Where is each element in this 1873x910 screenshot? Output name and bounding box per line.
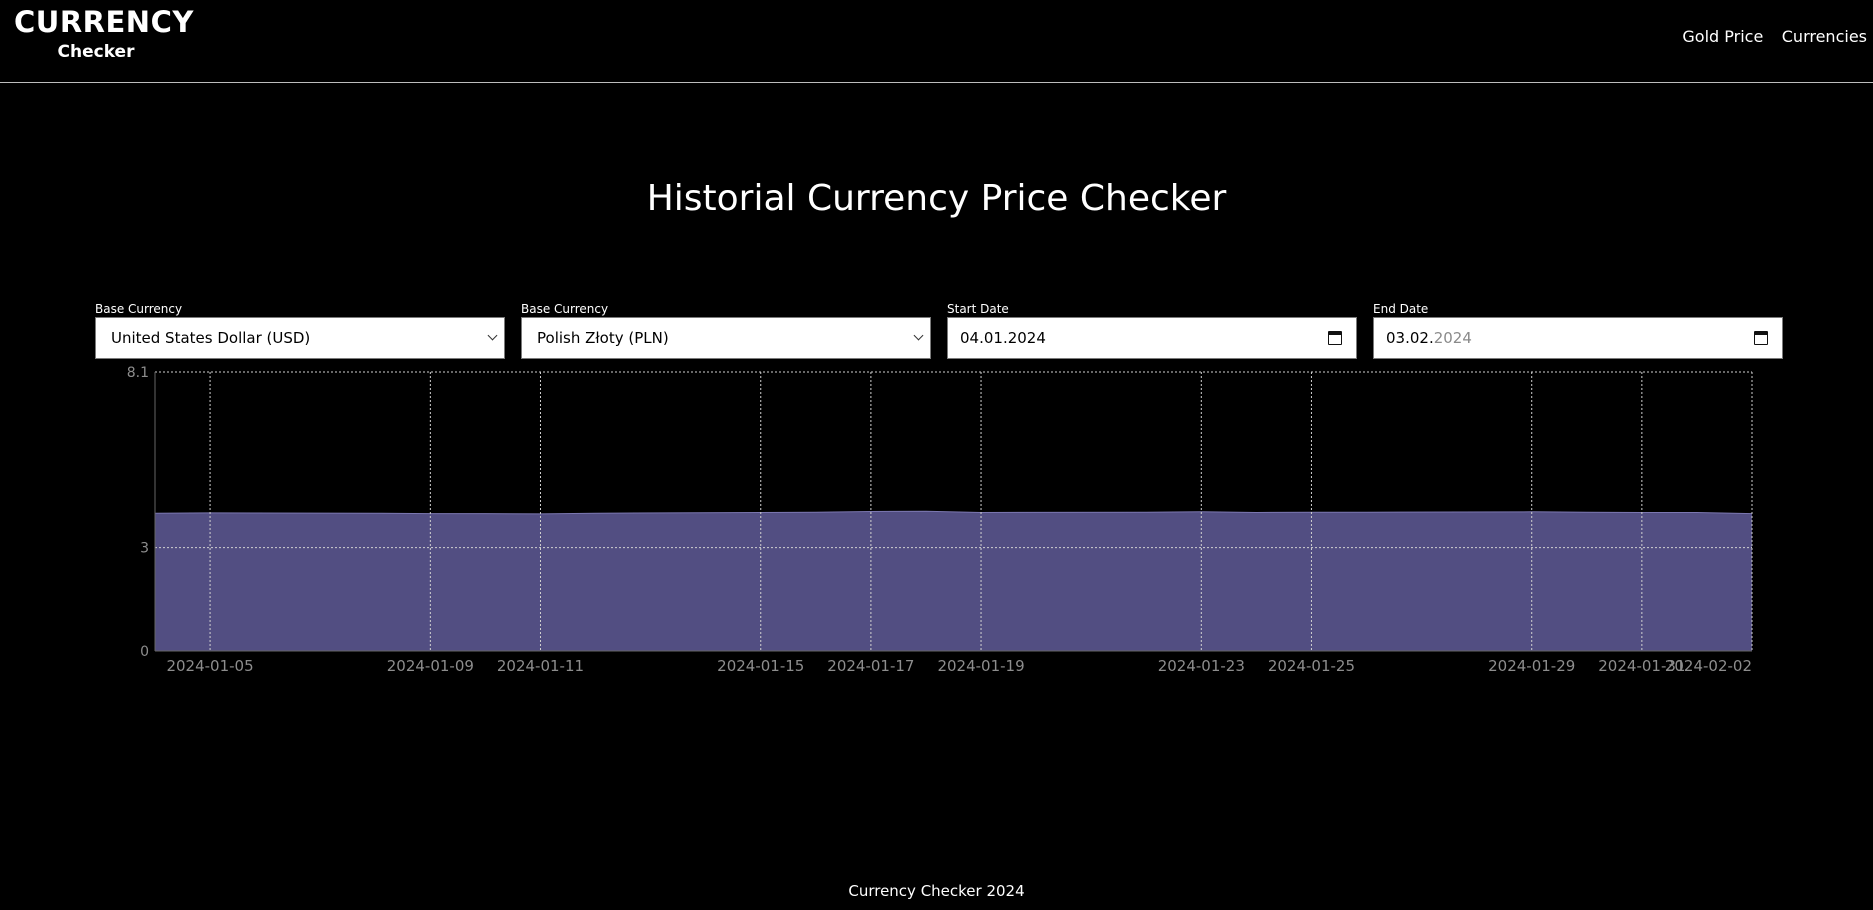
x-tick-label: 2024-01-31 xyxy=(1598,657,1685,675)
end-date-year: 2024 xyxy=(1433,329,1472,347)
start-date-value: 04.01.2024 xyxy=(960,329,1046,347)
x-tick-label: 2024-01-11 xyxy=(497,657,584,675)
page-title: Historial Currency Price Checker xyxy=(646,178,1227,219)
logo-subtitle: Checker xyxy=(57,42,135,62)
x-tick-label: 2024-01-09 xyxy=(387,657,474,675)
area-fill xyxy=(155,511,1752,651)
base-currency-field: Base Currency United States Dollar (USD) xyxy=(95,301,505,359)
end-date-day-month: 03.02. xyxy=(1386,329,1434,347)
x-tick-label: 2024-01-29 xyxy=(1488,657,1575,675)
chevron-down-icon xyxy=(913,330,924,341)
x-tick-label: 2024-02-02 xyxy=(1665,657,1752,675)
target-currency-label: Base Currency xyxy=(521,302,609,316)
nav-link-currencies[interactable]: Currencies xyxy=(1781,27,1867,46)
top-navbar: CURRENCY Checker Gold Price Currencies xyxy=(0,0,1873,83)
x-tick-label: 2024-01-19 xyxy=(937,657,1024,675)
y-tick-label: 3 xyxy=(140,541,149,557)
start-date-input[interactable]: 04.01.2024 xyxy=(947,317,1357,359)
main-nav: Gold Price Currencies xyxy=(1668,27,1867,47)
target-currency-field: Base Currency Polish Złoty (PLN) xyxy=(521,301,931,359)
y-tick-label: 8.1 xyxy=(127,365,149,381)
logo-wordmark: CURRENCY xyxy=(14,5,194,39)
calendar-icon[interactable] xyxy=(1754,331,1768,345)
y-tick-label: 0 xyxy=(140,644,149,660)
x-tick-label: 2024-01-17 xyxy=(827,657,914,675)
x-tick-label: 2024-01-15 xyxy=(717,657,804,675)
end-date-field: End Date 03.02.2024 xyxy=(1373,301,1783,359)
target-currency-select[interactable]: Polish Złoty (PLN) xyxy=(521,317,931,359)
base-currency-value: United States Dollar (USD) xyxy=(111,329,311,347)
logo[interactable]: CURRENCY Checker xyxy=(14,5,194,62)
end-date-value: 03.02.2024 xyxy=(1386,329,1472,347)
price-history-chart: 0 3 8.1 2024-01-05 2024-01-09 2024-01-11 2024-… xyxy=(0,360,1873,680)
end-date-label: End Date xyxy=(1373,302,1429,316)
calendar-icon[interactable] xyxy=(1328,331,1342,345)
end-date-input[interactable]: 03.02.2024 xyxy=(1373,317,1783,359)
target-currency-value: Polish Złoty (PLN) xyxy=(537,329,669,347)
start-date-label: Start Date xyxy=(947,302,1009,316)
x-tick-label: 2024-01-23 xyxy=(1158,657,1245,675)
footer-text: Currency Checker 2024 xyxy=(848,882,1025,900)
series-line xyxy=(154,510,1753,515)
filter-controls: Base Currency United States Dollar (USD)… xyxy=(95,301,1783,361)
chevron-down-icon xyxy=(487,330,498,341)
nav-link-gold-price[interactable]: Gold Price xyxy=(1682,27,1764,46)
start-date-field: Start Date 04.01.2024 xyxy=(947,301,1357,359)
x-tick-label: 2024-01-05 xyxy=(166,657,253,675)
x-tick-label: 2024-01-25 xyxy=(1268,657,1355,675)
base-currency-select[interactable]: United States Dollar (USD) xyxy=(95,317,505,359)
base-currency-label: Base Currency xyxy=(95,302,183,316)
price-history-chart-svg: 0 3 8.1 2024-01-05 2024-01-09 2024-01-11 2024-… xyxy=(127,365,1753,675)
